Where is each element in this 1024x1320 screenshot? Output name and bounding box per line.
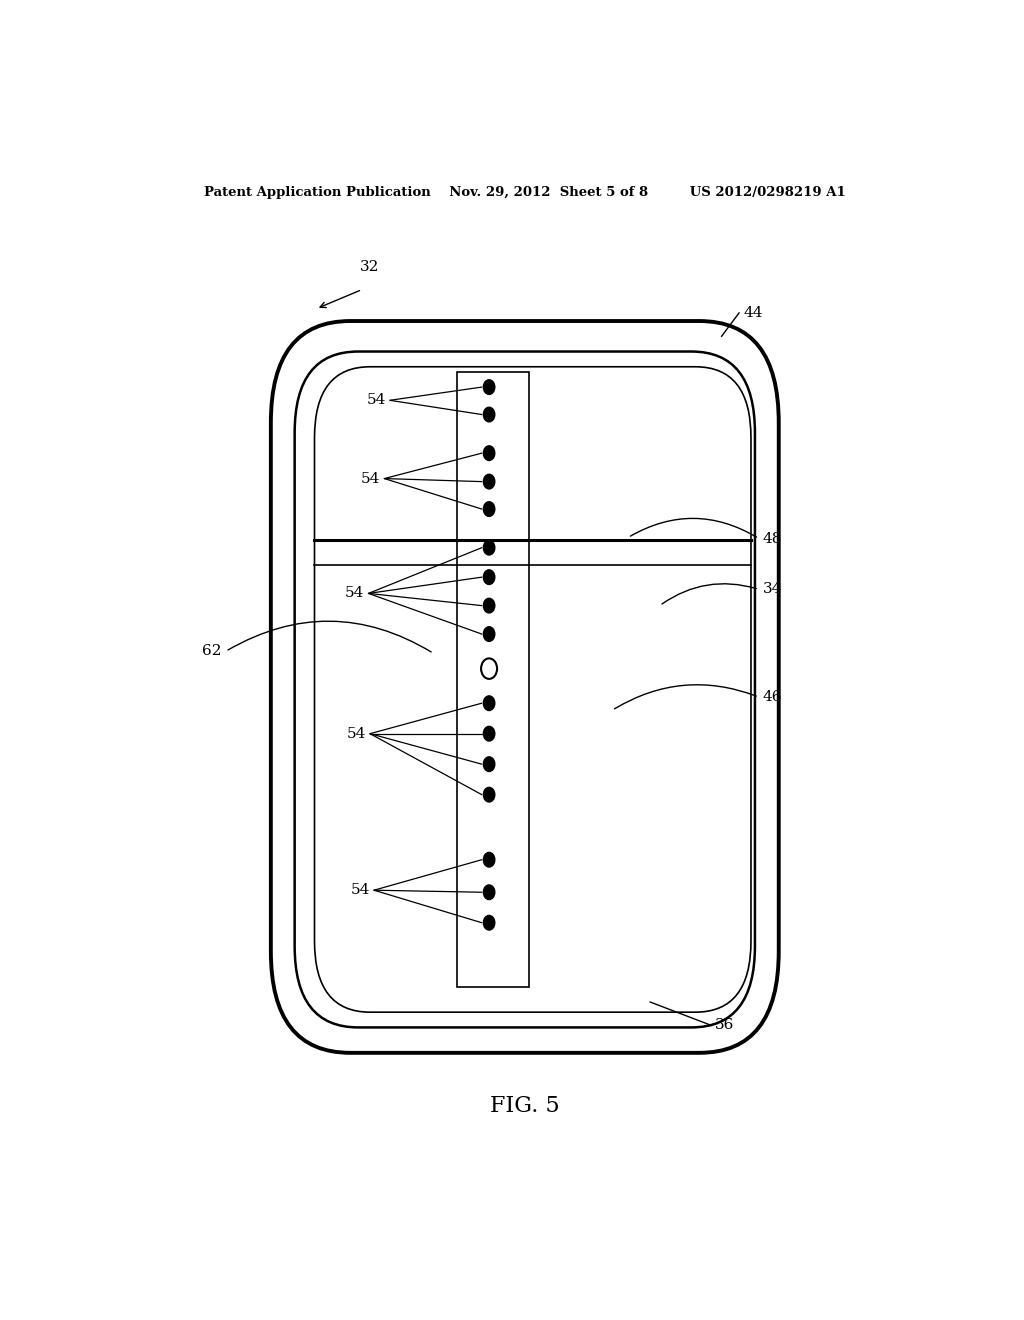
Circle shape — [483, 446, 495, 461]
Text: FIG. 5: FIG. 5 — [490, 1094, 559, 1117]
Circle shape — [483, 474, 495, 488]
Text: 54: 54 — [361, 471, 380, 486]
Circle shape — [483, 540, 495, 554]
FancyBboxPatch shape — [295, 351, 755, 1027]
Text: 54: 54 — [350, 883, 370, 898]
FancyBboxPatch shape — [314, 367, 751, 1012]
Text: 54: 54 — [347, 727, 367, 741]
Circle shape — [483, 696, 495, 710]
FancyBboxPatch shape — [270, 321, 779, 1053]
Text: 46: 46 — [763, 690, 782, 704]
Circle shape — [483, 407, 495, 422]
Text: 62: 62 — [202, 644, 221, 659]
Circle shape — [483, 380, 495, 395]
Text: 36: 36 — [715, 1019, 734, 1032]
Circle shape — [483, 915, 495, 931]
Circle shape — [483, 726, 495, 741]
Circle shape — [483, 756, 495, 771]
Bar — [458, 372, 528, 987]
Circle shape — [483, 598, 495, 612]
Circle shape — [483, 884, 495, 899]
Circle shape — [483, 787, 495, 803]
Text: 48: 48 — [763, 532, 782, 545]
Circle shape — [483, 627, 495, 642]
Circle shape — [483, 502, 495, 516]
Text: 32: 32 — [360, 260, 380, 275]
Text: 34: 34 — [763, 582, 782, 597]
Text: 54: 54 — [367, 393, 386, 408]
Text: 54: 54 — [345, 586, 365, 601]
Text: Patent Application Publication    Nov. 29, 2012  Sheet 5 of 8         US 2012/02: Patent Application Publication Nov. 29, … — [204, 186, 846, 199]
Circle shape — [483, 570, 495, 585]
Text: 44: 44 — [743, 306, 763, 319]
Circle shape — [483, 853, 495, 867]
